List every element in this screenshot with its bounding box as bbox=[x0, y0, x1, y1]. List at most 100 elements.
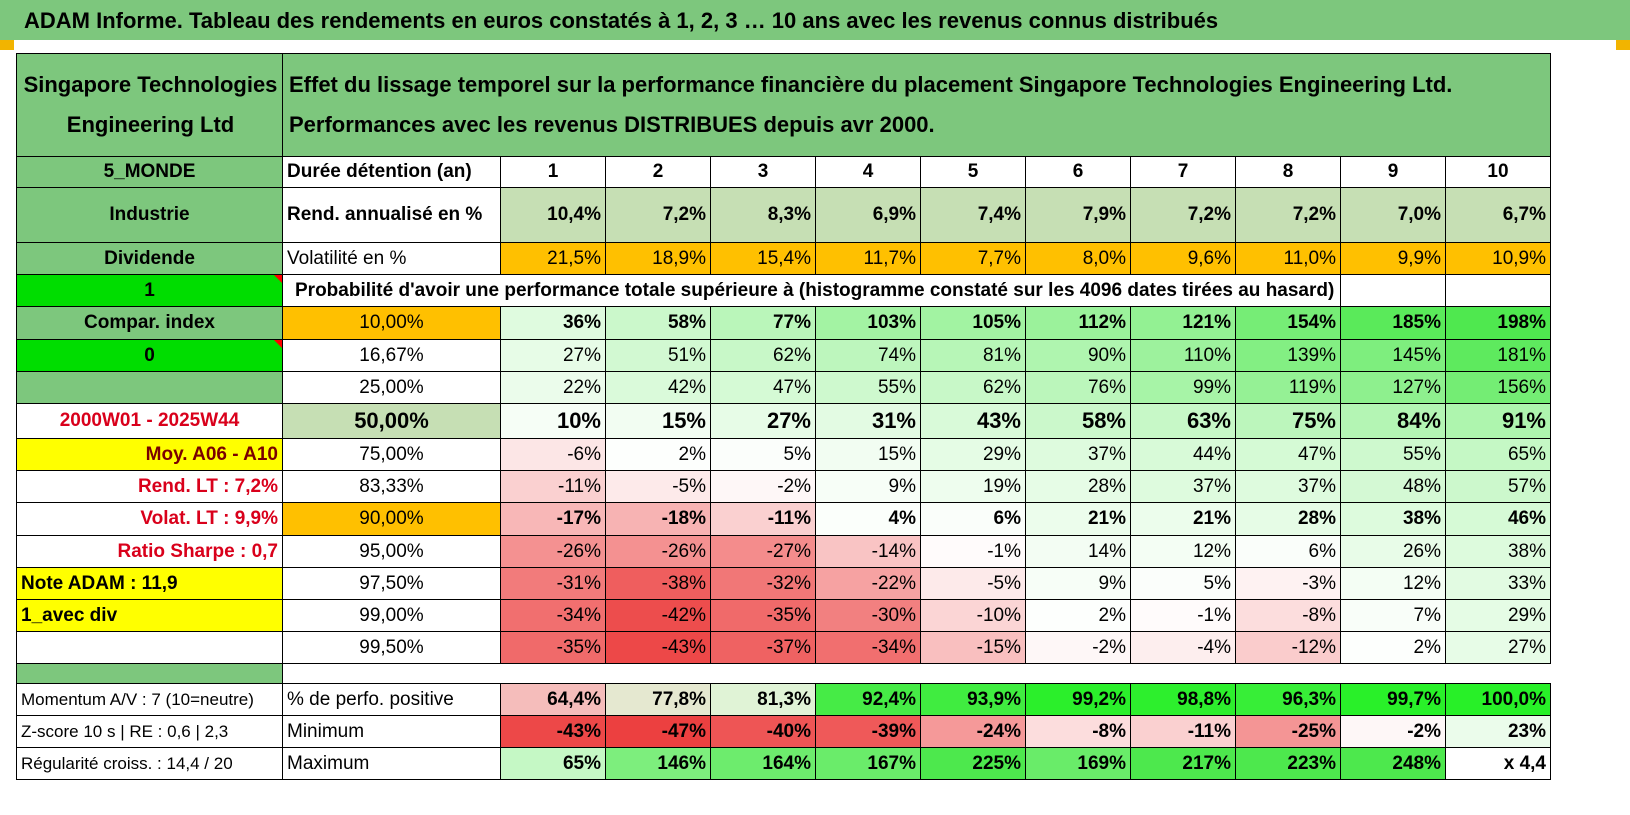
probability-cell: 75% bbox=[1235, 403, 1341, 439]
left-edge-marker bbox=[0, 40, 14, 50]
probability-cell: -32% bbox=[710, 567, 816, 600]
probability-row: Note ADAM : 11,9 97,50% -31% -38% -32% -22% -5… bbox=[16, 567, 1551, 600]
probability-cell: -35% bbox=[710, 599, 816, 632]
regularite-label: Régularité croiss. : 14,4 / 20 bbox=[16, 747, 283, 780]
probability-cell: 37% bbox=[1025, 438, 1131, 471]
probability-cell: -27% bbox=[710, 535, 816, 568]
empty-cell bbox=[1445, 274, 1551, 307]
probability-cell: 112% bbox=[1025, 306, 1131, 340]
perfo-cell: 81,3% bbox=[710, 683, 816, 716]
probability-cell: 5% bbox=[710, 438, 816, 471]
probability-cell: 9% bbox=[1025, 567, 1131, 600]
rend-cell: 6,7% bbox=[1445, 187, 1551, 243]
vol-cell: 8,0% bbox=[1025, 242, 1131, 275]
spacer-row bbox=[282, 663, 1551, 684]
vol-cell: 21,5% bbox=[500, 242, 606, 275]
year-header: 10 bbox=[1445, 156, 1551, 188]
rend-cell: 7,0% bbox=[1340, 187, 1446, 243]
rend-cell: 10,4% bbox=[500, 187, 606, 243]
momentum-label: Momentum A/V : 7 (10=neutre) bbox=[16, 683, 283, 716]
probability-cell: -38% bbox=[605, 567, 711, 600]
empty-side-cell bbox=[16, 371, 283, 404]
rend-cell: 7,2% bbox=[1235, 187, 1341, 243]
vol-cell: 11,0% bbox=[1235, 242, 1341, 275]
probability-cell: 62% bbox=[920, 371, 1026, 404]
year-header: 8 bbox=[1235, 156, 1341, 188]
probability-threshold: 75,00% bbox=[282, 438, 501, 471]
volat-lt-label: Volat. LT : 9,9% bbox=[16, 502, 283, 536]
vol-cell: 11,7% bbox=[815, 242, 921, 275]
probability-caption: Probabilité d'avoir une performance tota… bbox=[282, 274, 1341, 307]
probability-cell: 105% bbox=[920, 306, 1026, 340]
probability-cell: -17% bbox=[500, 502, 606, 536]
perfo-cell: 92,4% bbox=[815, 683, 921, 716]
probability-cell: 12% bbox=[1130, 535, 1236, 568]
probability-cell: 43% bbox=[920, 403, 1026, 439]
probability-row: Moy. A06 - A10 75,00% -6% 2% 5% 15% 29% 37% 44% 4… bbox=[16, 438, 1551, 471]
probability-row: 1_avec div 99,00% -34% -42% -35% -30% -10% 2% -1… bbox=[16, 599, 1551, 632]
probability-row: Ratio Sharpe : 0,7 95,00% -26% -26% -27% -14%… bbox=[16, 535, 1551, 568]
table-description: Effet du lissage temporel sur la perform… bbox=[282, 53, 1551, 157]
probability-cell: 76% bbox=[1025, 371, 1131, 404]
vol-cell: 9,6% bbox=[1130, 242, 1236, 275]
maximum-cell: 225% bbox=[920, 747, 1026, 780]
probability-cell: 181% bbox=[1445, 339, 1551, 372]
year-header: 6 bbox=[1025, 156, 1131, 188]
probability-cell: 2% bbox=[605, 438, 711, 471]
perfo-cell: 77,8% bbox=[605, 683, 711, 716]
maximum-cell: 146% bbox=[605, 747, 711, 780]
probability-cell: 51% bbox=[605, 339, 711, 372]
probability-cell: -31% bbox=[500, 567, 606, 600]
perfo-cell: 96,3% bbox=[1235, 683, 1341, 716]
compar-index-value-cell[interactable]: 0 bbox=[16, 339, 283, 372]
probability-threshold: 90,00% bbox=[282, 502, 501, 536]
dividend-value-cell[interactable]: 1 bbox=[16, 274, 283, 307]
probability-cell: 55% bbox=[815, 371, 921, 404]
adam-note-label: Note ADAM : 11,9 bbox=[16, 567, 283, 600]
rend-cell: 6,9% bbox=[815, 187, 921, 243]
avec-div-label: 1_avec div bbox=[16, 599, 283, 632]
probability-cell: 2% bbox=[1340, 631, 1446, 664]
perfo-cell: 98,8% bbox=[1130, 683, 1236, 716]
probability-cell: -3% bbox=[1235, 567, 1341, 600]
probability-row: Compar. index 10,00% 36% 58% 77% 103% 105% 112%… bbox=[16, 306, 1551, 340]
minimum-cell: -47% bbox=[605, 715, 711, 748]
probability-cell: 145% bbox=[1340, 339, 1446, 372]
year-header: 3 bbox=[710, 156, 816, 188]
rend-label: Rend. annualisé en % bbox=[282, 187, 501, 243]
probability-cell: -22% bbox=[815, 567, 921, 600]
probability-row: 2000W01 - 2025W44 50,00% 10% 15% 27% 31% 43% 58… bbox=[16, 403, 1551, 439]
probability-cell: -37% bbox=[710, 631, 816, 664]
year-header: 2 bbox=[605, 156, 711, 188]
year-header: 1 bbox=[500, 156, 606, 188]
probability-cell: 38% bbox=[1340, 502, 1446, 536]
probability-cell: -2% bbox=[710, 470, 816, 503]
probability-cell: 31% bbox=[815, 403, 921, 439]
minimum-cell: -25% bbox=[1235, 715, 1341, 748]
probability-cell: 27% bbox=[500, 339, 606, 372]
maximum-cell: 169% bbox=[1025, 747, 1131, 780]
minimum-cell: 23% bbox=[1445, 715, 1551, 748]
probability-cell: 74% bbox=[815, 339, 921, 372]
probability-threshold: 99,00% bbox=[282, 599, 501, 632]
empty-cell bbox=[1340, 274, 1446, 307]
probability-cell: -6% bbox=[500, 438, 606, 471]
probability-cell: 156% bbox=[1445, 371, 1551, 404]
probability-cell: -26% bbox=[605, 535, 711, 568]
probability-cell: 99% bbox=[1130, 371, 1236, 404]
probability-threshold: 99,50% bbox=[282, 631, 501, 664]
probability-cell: -4% bbox=[1130, 631, 1236, 664]
right-edge-marker bbox=[1616, 40, 1630, 50]
probability-cell: 77% bbox=[710, 306, 816, 340]
probability-cell: -2% bbox=[1025, 631, 1131, 664]
maximum-cell: 248% bbox=[1340, 747, 1446, 780]
minimum-cell: -39% bbox=[815, 715, 921, 748]
minimum-label: Minimum bbox=[282, 715, 501, 748]
year-header: 4 bbox=[815, 156, 921, 188]
returns-table: Singapore Technologies Engineering Ltd E… bbox=[16, 53, 1551, 780]
probability-cell: 27% bbox=[710, 403, 816, 439]
probability-cell: -43% bbox=[605, 631, 711, 664]
probability-cell: 33% bbox=[1445, 567, 1551, 600]
probability-cell: -26% bbox=[500, 535, 606, 568]
duree-label: Durée détention (an) bbox=[282, 156, 501, 188]
